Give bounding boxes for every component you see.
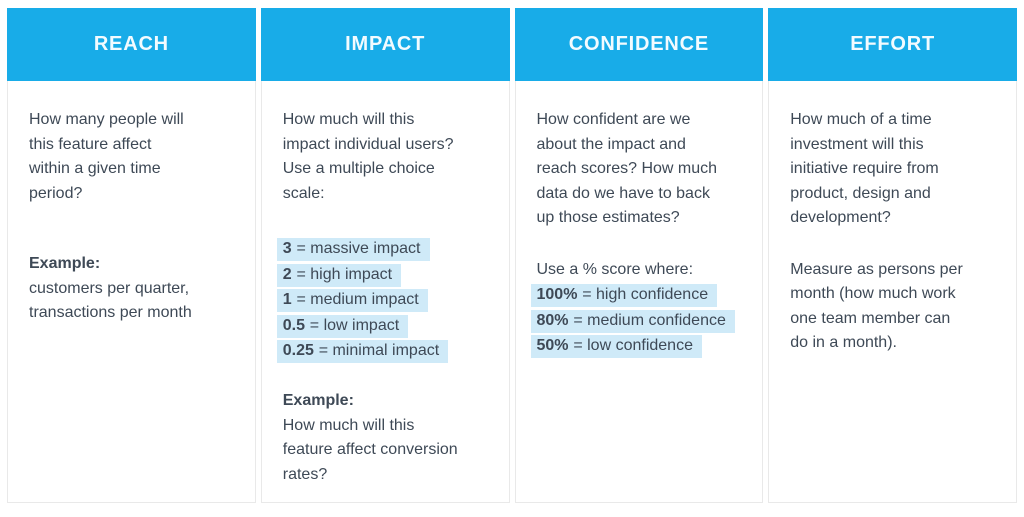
confidence-scale-list: 100% = high confidence 80% = medium confid…: [530, 284, 749, 358]
scale-label: = low impact: [309, 316, 400, 334]
scale-value: 1: [282, 291, 292, 308]
highlighted-scale-entry: 0.5 = low impact: [276, 314, 409, 338]
scale-label: = massive impact: [296, 240, 421, 257]
impact-header-label: IMPACT: [345, 33, 426, 55]
reach-body: How many people will this feature affect…: [7, 81, 256, 503]
impact-scale-item: 2 = high impact: [276, 263, 495, 287]
confidence-header: CONFIDENCE: [514, 8, 764, 81]
impact-header: IMPACT: [260, 8, 510, 81]
scale-value: 0.25: [282, 342, 314, 359]
highlighted-scale-entry: 0.25 = minimal impact: [276, 340, 449, 363]
reach-description: How many people will this feature affect…: [29, 111, 184, 202]
impact-scale-item: 0.5 = low impact: [276, 314, 495, 338]
highlighted-scale-entry: 1 = medium impact: [276, 289, 428, 312]
scale-value: 50%: [536, 337, 569, 354]
impact-body: How much will this impact individual use…: [260, 81, 510, 503]
reach-header-label: REACH: [93, 33, 169, 55]
impact-scale-item: 1 = medium impact: [276, 289, 495, 312]
rice-framework-table: REACH How many people will this feature …: [7, 8, 1017, 503]
highlighted-scale-entry: 50% = low confidence: [530, 335, 702, 358]
effort-header: EFFORT: [768, 8, 1017, 81]
reach-header: REACH: [7, 8, 256, 81]
confidence-scale-item: 80% = medium confidence: [530, 309, 749, 333]
confidence-scale-intro: Use a % score where:: [536, 260, 694, 278]
highlighted-scale-entry: 3 = massive impact: [276, 238, 430, 261]
effort-note: Measure as persons per month (how much w…: [790, 260, 963, 352]
confidence-description: How confident are we about the impact an…: [536, 111, 718, 226]
reach-example-label: Example:: [29, 255, 101, 272]
column-reach: REACH How many people will this feature …: [7, 8, 256, 503]
confidence-header-label: CONFIDENCE: [568, 33, 709, 55]
column-impact: IMPACT How much will this impact individ…: [260, 8, 510, 503]
column-confidence: CONFIDENCE How confident are we about th…: [514, 8, 764, 503]
impact-scale-item: 3 = massive impact: [276, 238, 495, 261]
impact-example-label: Example:: [282, 392, 354, 409]
scale-label: = medium confidence: [573, 311, 726, 329]
scale-label: = medium impact: [296, 291, 419, 308]
impact-example-text: How much will this feature affect conver…: [282, 416, 458, 483]
scale-label: = high impact: [296, 265, 393, 283]
scale-label: = low confidence: [573, 337, 693, 354]
scale-value: 2: [282, 265, 292, 283]
impact-scale-item: 0.25 = minimal impact: [276, 340, 495, 363]
effort-description: How much of a time investment will this …: [790, 111, 939, 226]
highlighted-scale-entry: 2 = high impact: [276, 263, 402, 287]
impact-description: How much will this impact individual use…: [282, 111, 454, 202]
effort-body: How much of a time investment will this …: [768, 81, 1017, 503]
scale-value: 3: [282, 240, 292, 257]
scale-value: 80%: [536, 311, 569, 329]
effort-header-label: EFFORT: [850, 33, 936, 55]
reach-example-text: customers per quarter, transactions per …: [29, 279, 192, 322]
scale-label: = minimal impact: [318, 342, 440, 359]
confidence-scale-item: 100% = high confidence: [530, 284, 749, 307]
scale-value: 0.5: [282, 316, 305, 334]
confidence-body: How confident are we about the impact an…: [514, 81, 764, 503]
scale-label: = high confidence: [582, 286, 709, 303]
scale-value: 100%: [536, 286, 578, 303]
column-effort: EFFORT How much of a time investment wil…: [768, 8, 1017, 503]
highlighted-scale-entry: 100% = high confidence: [530, 284, 718, 307]
confidence-scale-item: 50% = low confidence: [530, 335, 749, 358]
highlighted-scale-entry: 80% = medium confidence: [530, 309, 735, 333]
impact-scale-list: 3 = massive impact 2 = high impact 1 = medi…: [276, 238, 495, 363]
